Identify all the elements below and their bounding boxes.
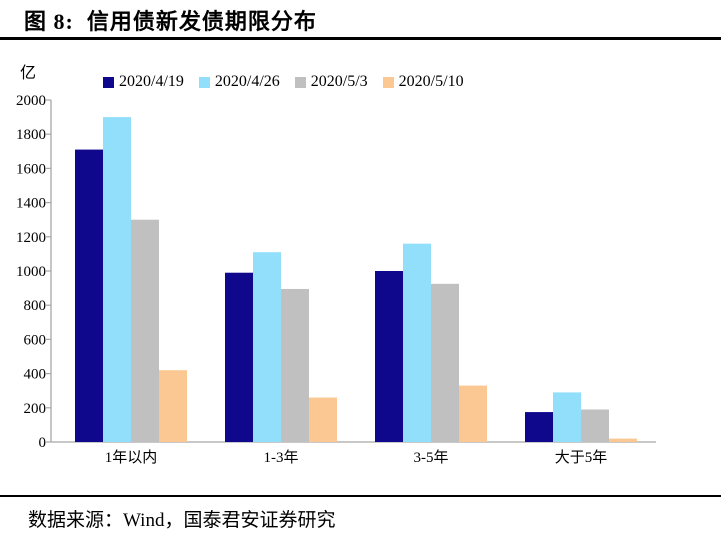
y-tick-label: 1800	[16, 127, 46, 143]
y-tick-label: 1000	[16, 264, 46, 280]
bar-2020/4/26-1年以内	[103, 117, 131, 442]
legend-swatch	[198, 76, 210, 88]
bar-chart: 0 200 400 600 800 1000 1200 1400 1600 1800 2000 1年以…	[16, 93, 656, 466]
x-category-label: 3-5年	[414, 449, 449, 466]
bar-2020/5/3-1-3年	[281, 288, 309, 442]
y-tick-label: 600	[24, 332, 47, 348]
bar-2020/5/3-1年以内	[131, 219, 159, 442]
bar-2020/4/26-大于5年	[553, 392, 581, 442]
bar-2020/5/10-大于5年	[609, 438, 637, 442]
legend-item-0: 2020/4/19	[103, 73, 184, 91]
y-tick-label: 800	[24, 298, 47, 314]
x-category-label: 1-3年	[264, 449, 299, 466]
bar-2020/4/26-3-5年	[403, 243, 431, 442]
figure-title: 图 8: 信用债新发债期限分布	[24, 9, 317, 34]
bar-2020/4/19-1年以内	[75, 149, 103, 442]
y-axis-unit-label: 亿	[20, 65, 37, 82]
legend-label: 2020/4/19	[119, 73, 184, 90]
y-tick-label: 1200	[16, 230, 46, 246]
x-category-label: 大于5年	[555, 449, 608, 466]
y-tick-label: 1600	[16, 161, 46, 177]
bar-2020/5/10-1年以内	[159, 370, 187, 442]
y-tick-label: 1400	[16, 196, 46, 212]
bar-2020/4/19-3-5年	[375, 271, 403, 442]
legend-label: 2020/5/3	[310, 73, 368, 90]
legend-swatch	[103, 76, 114, 88]
bar-2020/5/10-1-3年	[309, 397, 337, 442]
legend-label: 2020/5/10	[398, 73, 464, 90]
legend-swatch	[294, 76, 306, 88]
legend-swatch	[382, 76, 394, 88]
bar-2020/5/3-3-5年	[431, 283, 459, 442]
legend-item-1: 2020/4/26	[198, 73, 280, 91]
legend-label: 2020/4/26	[214, 73, 280, 90]
legend-item-2: 2020/5/3	[294, 73, 368, 91]
bar-2020/4/19-大于5年	[525, 412, 553, 442]
title-rule	[0, 37, 721, 40]
x-category-label: 1年以内	[105, 449, 158, 466]
data-source: 数据来源：Wind，国泰君安证券研究	[28, 510, 336, 531]
footer-rule	[0, 495, 721, 497]
chart-legend: 2020/4/19 2020/4/26 2020/5/3 2020/5/10	[103, 73, 464, 91]
y-tick-label: 400	[24, 367, 47, 383]
bar-2020/5/3-大于5年	[581, 409, 609, 442]
y-tick-label: 0	[39, 435, 47, 451]
y-tick-label: 200	[24, 401, 47, 417]
bar-2020/4/26-1-3年	[253, 252, 281, 442]
bar-2020/4/19-1-3年	[225, 272, 253, 442]
y-tick-label: 2000	[16, 93, 46, 109]
legend-item-3: 2020/5/10	[382, 73, 464, 91]
bar-2020/5/10-3-5年	[459, 385, 487, 442]
